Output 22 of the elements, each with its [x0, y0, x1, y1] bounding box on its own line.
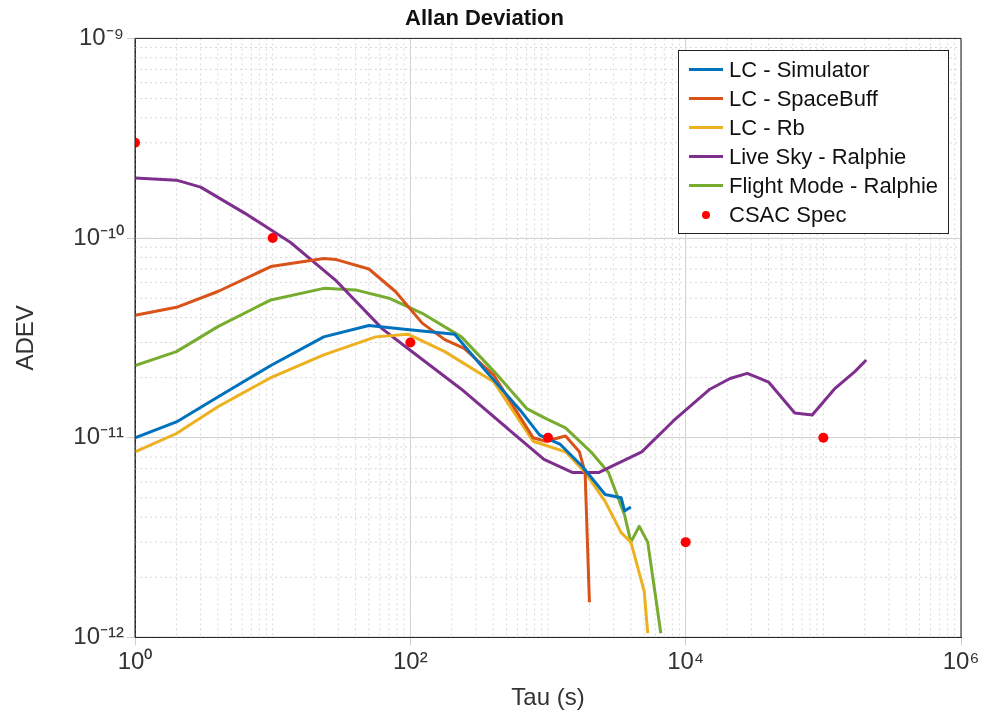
y-tick-label: 10⁻¹⁰: [73, 222, 124, 250]
point: [543, 432, 553, 443]
y-tick-label: 10⁻¹²: [73, 622, 124, 650]
legend-label: LC - Rb: [729, 114, 805, 141]
legend-label: LC - Simulator: [729, 56, 870, 83]
point: [405, 337, 416, 348]
legend-label: CSAC Spec: [729, 201, 847, 228]
chart-title: Allan Deviation: [405, 5, 564, 31]
y-tick-label: 10⁻⁹: [79, 23, 124, 51]
legend-label: Live Sky - Ralphie: [729, 143, 907, 170]
y-tick-label: 10⁻¹¹: [73, 422, 124, 450]
x-tick-label: 10⁶: [942, 647, 980, 675]
x-axis-title: Tau (s): [511, 683, 585, 711]
legend-label: Flight Mode - Ralphie: [729, 172, 939, 199]
y-axis-title: ADEV: [11, 305, 39, 371]
point: [267, 233, 278, 244]
point: [680, 537, 691, 548]
legend-label: LC - SpaceBuff: [729, 85, 878, 112]
x-tick-label: 10²: [392, 647, 428, 675]
x-tick-label: 10⁰: [117, 647, 153, 675]
x-tick-label: 10⁴: [667, 647, 705, 675]
point: [818, 432, 829, 443]
